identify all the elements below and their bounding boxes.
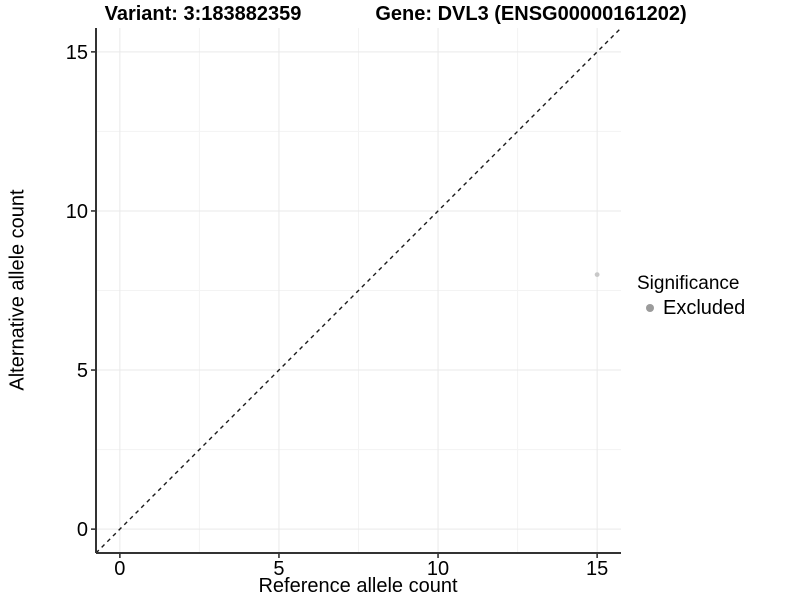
legend-key bbox=[637, 304, 663, 312]
identity-dashed-line bbox=[95, 27, 622, 554]
chart-title-variant: Variant: 3:183882359 bbox=[104, 3, 302, 25]
legend: Significance Excluded bbox=[637, 272, 745, 319]
x-axis-title: Reference allele count bbox=[258, 575, 458, 597]
chart-title-gene: Gene: DVL3 (ENSG00000161202) bbox=[375, 3, 687, 25]
legend-entry-excluded: Excluded bbox=[637, 297, 745, 319]
y-tick-label: 5 bbox=[77, 360, 88, 382]
y-tick-label: 15 bbox=[66, 42, 88, 64]
x-tick-label: 10 bbox=[427, 558, 449, 580]
legend-entry-label: Excluded bbox=[663, 296, 746, 319]
x-tick-label: 15 bbox=[586, 558, 608, 580]
legend-key-dot bbox=[646, 304, 654, 312]
y-tick-label: 10 bbox=[66, 201, 88, 223]
x-tick-label: 0 bbox=[114, 558, 125, 580]
x-tick-label: 5 bbox=[273, 558, 284, 580]
data-point bbox=[594, 272, 600, 277]
y-tick-label: 0 bbox=[77, 519, 88, 541]
legend-title: Significance bbox=[637, 273, 740, 294]
